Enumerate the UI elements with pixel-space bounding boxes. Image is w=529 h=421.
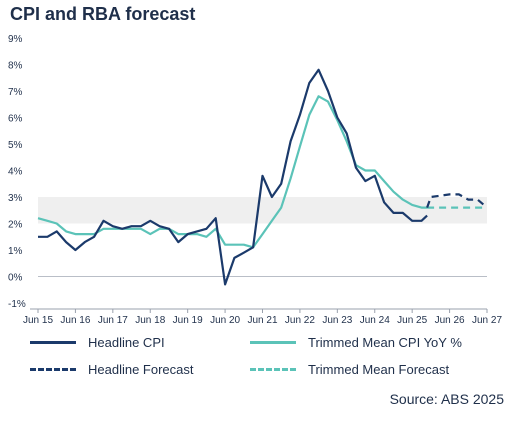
y-tick-label: 5% xyxy=(8,140,23,151)
y-tick-label: 6% xyxy=(8,114,23,125)
y-tick-label: 3% xyxy=(8,193,23,204)
y-tick-label: 7% xyxy=(8,87,23,98)
x-tick-label: Jun 23 xyxy=(322,315,352,326)
axis-layer: 9% 8% 7% 6% 5% 4% 3% 2% 1% 0% -1% Jun 15 Jun 16 Jun 1… xyxy=(8,34,502,326)
series-line-trimmed-mean-cpi-yoy xyxy=(37,95,428,249)
x-tick-label: Jun 19 xyxy=(173,315,203,326)
x-tick-label: Jun 16 xyxy=(60,315,90,326)
target-band xyxy=(38,197,487,224)
x-tick-label: Jun 25 xyxy=(397,315,427,326)
y-tick-label: 2% xyxy=(8,220,23,231)
source-note: Source: ABS 2025 xyxy=(389,391,504,407)
y-tick-label: 8% xyxy=(8,61,23,72)
target-band-layer xyxy=(38,197,487,224)
x-tick-label: Jun 24 xyxy=(360,315,390,326)
x-tick-label: Jun 15 xyxy=(23,315,53,326)
x-tick-label: Jun 18 xyxy=(135,315,165,326)
series-layer xyxy=(37,68,488,286)
y-tick-label: -1% xyxy=(8,299,26,310)
y-tick-label: 9% xyxy=(8,34,23,45)
x-tick-label: Jun 17 xyxy=(98,315,128,326)
x-tick-label: Jun 22 xyxy=(285,315,315,326)
y-tick-label: 0% xyxy=(8,273,23,284)
x-tick-label: Jun 27 xyxy=(472,315,502,326)
y-tick-label: 4% xyxy=(8,167,23,178)
series-line-headline-cpi xyxy=(38,68,428,286)
x-tick-label: Jun 26 xyxy=(435,315,465,326)
y-tick-label: 1% xyxy=(8,246,23,257)
series-line-headline-forecast xyxy=(426,193,488,209)
x-tick-label: Jun 21 xyxy=(247,315,277,326)
chart-title: CPI and RBA forecast xyxy=(10,4,196,24)
x-tick-label: Jun 20 xyxy=(210,315,240,326)
